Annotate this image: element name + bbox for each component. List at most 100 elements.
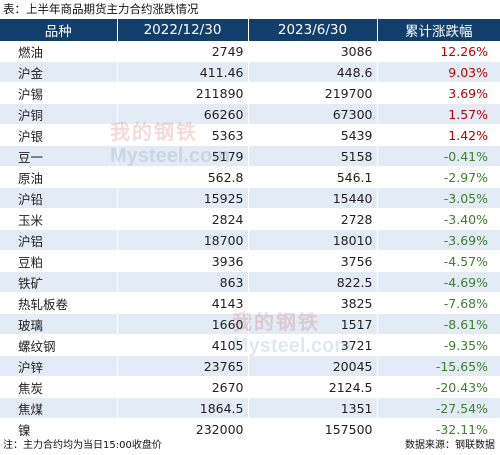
end-price-cell: 20045: [248, 355, 378, 377]
change-cell: -4.69%: [377, 271, 500, 293]
table-row: 焦煤 1864.5 1351 -27.54%: [0, 397, 500, 419]
change-cell: -32.11%: [377, 418, 500, 440]
variety-cell: 豆粕: [0, 250, 118, 272]
start-price-cell: 2824: [117, 208, 249, 230]
variety-cell: 玉米: [0, 208, 118, 230]
start-price-cell: 4143: [117, 292, 249, 314]
end-price-cell: 5439: [248, 124, 378, 146]
table-row: 沪金 411.46 448.6 9.03%: [0, 61, 500, 83]
change-cell: 1.57%: [377, 103, 500, 125]
end-price-cell: 219700: [248, 82, 378, 104]
change-cell: -2.97%: [377, 166, 500, 188]
end-price-cell: 2728: [248, 208, 378, 230]
table-row: 沪锌 23765 20045 -15.65%: [0, 355, 500, 377]
table-title: 表：上半年商品期货主力合约涨跌情况: [3, 2, 199, 16]
start-price-cell: 15925: [117, 187, 249, 209]
footer-note: 注：主力合约均为当日15:00收盘价: [3, 440, 162, 451]
variety-cell: 焦煤: [0, 397, 118, 419]
change-cell: -7.68%: [377, 292, 500, 314]
change-cell: -15.65%: [377, 355, 500, 377]
variety-cell: 原油: [0, 166, 118, 188]
start-price-cell: 23765: [117, 355, 249, 377]
end-price-cell: 448.6: [248, 61, 378, 83]
variety-cell: 沪铝: [0, 229, 118, 251]
end-price-cell: 1351: [248, 397, 378, 419]
end-price-cell: 15440: [248, 187, 378, 209]
table-row: 沪锡 211890 219700 3.69%: [0, 82, 500, 104]
change-cell: -4.57%: [377, 250, 500, 272]
start-price-cell: 2749: [117, 41, 249, 62]
end-price-cell: 3756: [248, 250, 378, 272]
start-price-cell: 66260: [117, 103, 249, 125]
change-cell: -0.41%: [377, 145, 500, 167]
change-cell: -3.05%: [377, 187, 500, 209]
header-date-end: 2023/6/30: [248, 19, 378, 41]
table-row: 镍 232000 157500 -32.11%: [0, 418, 500, 440]
change-cell: -9.35%: [377, 334, 500, 356]
end-price-cell: 3721: [248, 334, 378, 356]
futures-table: 品种 2022/12/30 2023/6/30 累计涨跌幅 燃油 2749 3086…: [0, 19, 500, 440]
change-cell: -3.69%: [377, 229, 500, 251]
start-price-cell: 4105: [117, 334, 249, 356]
table-row: 玉米 2824 2728 -3.40%: [0, 208, 500, 230]
start-price-cell: 1864.5: [117, 397, 249, 419]
end-price-cell: 822.5: [248, 271, 378, 293]
table-row: 沪铝 18700 18010 -3.69%: [0, 229, 500, 251]
change-cell: 12.26%: [377, 41, 500, 62]
start-price-cell: 211890: [117, 82, 249, 104]
end-price-cell: 3825: [248, 292, 378, 314]
variety-cell: 豆一: [0, 145, 118, 167]
change-cell: -27.54%: [377, 397, 500, 419]
footer-source: 数据来源：钢联数据: [405, 440, 495, 451]
start-price-cell: 18700: [117, 229, 249, 251]
end-price-cell: 5158: [248, 145, 378, 167]
variety-cell: 热轧板卷: [0, 292, 118, 314]
table-body: 燃油 2749 3086 12.26% 沪金 411.46 448.6 9.03% 沪锡 2118…: [0, 41, 500, 440]
table-row: 豆一 5179 5158 -0.41%: [0, 145, 500, 167]
end-price-cell: 546.1: [248, 166, 378, 188]
table-row: 燃油 2749 3086 12.26%: [0, 41, 500, 62]
variety-cell: 沪金: [0, 61, 118, 83]
variety-cell: 玻璃: [0, 313, 118, 335]
table-header: 品种 2022/12/30 2023/6/30 累计涨跌幅: [0, 19, 500, 41]
change-cell: 1.42%: [377, 124, 500, 146]
end-price-cell: 1517: [248, 313, 378, 335]
start-price-cell: 3936: [117, 250, 249, 272]
start-price-cell: 562.8: [117, 166, 249, 188]
variety-cell: 焦炭: [0, 376, 118, 398]
change-cell: 3.69%: [377, 82, 500, 104]
table-row: 沪银 5363 5439 1.42%: [0, 124, 500, 146]
header-variety: 品种: [0, 19, 118, 41]
start-price-cell: 2670: [117, 376, 249, 398]
variety-cell: 螺纹钢: [0, 334, 118, 356]
change-cell: -8.61%: [377, 313, 500, 335]
end-price-cell: 157500: [248, 418, 378, 440]
header-cumulative-change: 累计涨跌幅: [377, 19, 500, 41]
end-price-cell: 3086: [248, 41, 378, 62]
start-price-cell: 863: [117, 271, 249, 293]
start-price-cell: 232000: [117, 418, 249, 440]
change-cell: -3.40%: [377, 208, 500, 230]
header-date-start: 2022/12/30: [117, 19, 249, 41]
variety-cell: 沪锡: [0, 82, 118, 104]
table-row: 沪铅 15925 15440 -3.05%: [0, 187, 500, 209]
table-row: 热轧板卷 4143 3825 -7.68%: [0, 292, 500, 314]
start-price-cell: 411.46: [117, 61, 249, 83]
table-row: 焦炭 2670 2124.5 -20.43%: [0, 376, 500, 398]
table-row: 原油 562.8 546.1 -2.97%: [0, 166, 500, 188]
change-cell: 9.03%: [377, 61, 500, 83]
table-row: 沪铜 66260 67300 1.57%: [0, 103, 500, 125]
footer: 注：主力合约均为当日15:00收盘价 数据来源：钢联数据: [0, 436, 500, 455]
start-price-cell: 5363: [117, 124, 249, 146]
variety-cell: 燃油: [0, 41, 118, 62]
variety-cell: 铁矿: [0, 271, 118, 293]
end-price-cell: 18010: [248, 229, 378, 251]
start-price-cell: 1660: [117, 313, 249, 335]
start-price-cell: 5179: [117, 145, 249, 167]
variety-cell: 沪铅: [0, 187, 118, 209]
table-row: 螺纹钢 4105 3721 -9.35%: [0, 334, 500, 356]
end-price-cell: 2124.5: [248, 376, 378, 398]
variety-cell: 镍: [0, 418, 118, 440]
end-price-cell: 67300: [248, 103, 378, 125]
table-row: 豆粕 3936 3756 -4.57%: [0, 250, 500, 272]
